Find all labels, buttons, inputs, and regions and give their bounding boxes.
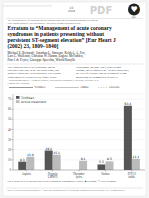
svg-text:♥: ♥ [130, 5, 137, 14]
svg-text:0: 0 [10, 168, 12, 172]
svg-text:8.3: 8.3 [20, 158, 25, 162]
svg-text:63.4: 63.4 [125, 102, 132, 106]
svg-text:70: 70 [8, 97, 12, 101]
svg-text:P2Y12inhib.: P2Y12inhib. [128, 172, 137, 179]
svg-text:19.2: 19.2 [45, 147, 52, 151]
svg-text:11.1: 11.1 [133, 155, 140, 159]
svg-text:Active treatment: Active treatment [21, 100, 47, 104]
svg-text:PDF: PDF [90, 5, 112, 16]
svg-text:Tirofiban: Tirofiban [20, 96, 34, 100]
svg-text:Fig. 2. Result of % of patient: Fig. 2. Result of % of patients with ele… [8, 180, 117, 183]
svg-text:40: 40 [8, 128, 12, 132]
svg-text:20: 20 [8, 148, 12, 152]
svg-text:Statins: Statins [101, 172, 110, 176]
svg-text:Germany. (M.E. Bertrand): Germany. (M.E. Bertrand) [8, 82, 30, 85]
svg-text:Controls: Controls [109, 86, 120, 89]
svg-text:Furthermore, on page 1823, in: Furthermore, on page 1823, in the second [76, 65, 121, 69]
svg-text:The European Society of Cardio: The European Society of Cardiology and t… [8, 19, 98, 21]
svg-text:5.5: 5.5 [99, 160, 104, 164]
svg-text:10: 10 [8, 158, 12, 162]
svg-text:60: 60 [8, 107, 12, 111]
svg-text:Pim J. de Feyter, Giuseppe Spe: Pim J. de Feyter, Giuseppe Specchia, Wit… [8, 58, 76, 63]
svg-text:30: 30 [8, 138, 12, 142]
svg-text:23: 23 [69, 5, 74, 10]
svg-text:mendations are summarised in t: mendations are summarised in table II’. [76, 76, 119, 79]
svg-text:HeparinLMWH: HeparinLMWH [48, 172, 58, 179]
svg-text:Aspirin: Aspirin [22, 172, 32, 176]
svg-text:the level of evidence and the: the level of evidence and the strength o… [76, 72, 128, 76]
svg-text:Tirofiban: Tirofiban [34, 86, 45, 89]
svg-text:8.5: 8.5 [107, 157, 112, 161]
svg-text:Thrombo-lytics: Thrombo-lytics [73, 172, 85, 179]
svg-text:13.0: 13.0 [27, 153, 34, 157]
svg-text:column, line 21 should read: ‘: column, line 21 should read: ‘in these g… [76, 69, 129, 72]
svg-text:15.1: 15.1 [53, 151, 60, 155]
svg-text:9.1: 9.1 [81, 157, 86, 161]
svg-text:DOI: 10.1016/S0195-668X(03)000: DOI: 10.1016/S0195-668X(03)00036-6 © 200… [8, 189, 126, 192]
svg-text:1820) should be replaced by th: 1820) should be replaced by the figure b… [8, 76, 57, 79]
svg-text:2003: 2003 [68, 9, 75, 13]
svg-text:50: 50 [8, 117, 12, 121]
svg-text:LMWH: LMWH [81, 86, 89, 89]
svg-text:(2002) 23, 1809–1840]: (2002) 23, 1809–1840] [8, 43, 59, 50]
svg-text:ESC: ESC [132, 16, 137, 19]
